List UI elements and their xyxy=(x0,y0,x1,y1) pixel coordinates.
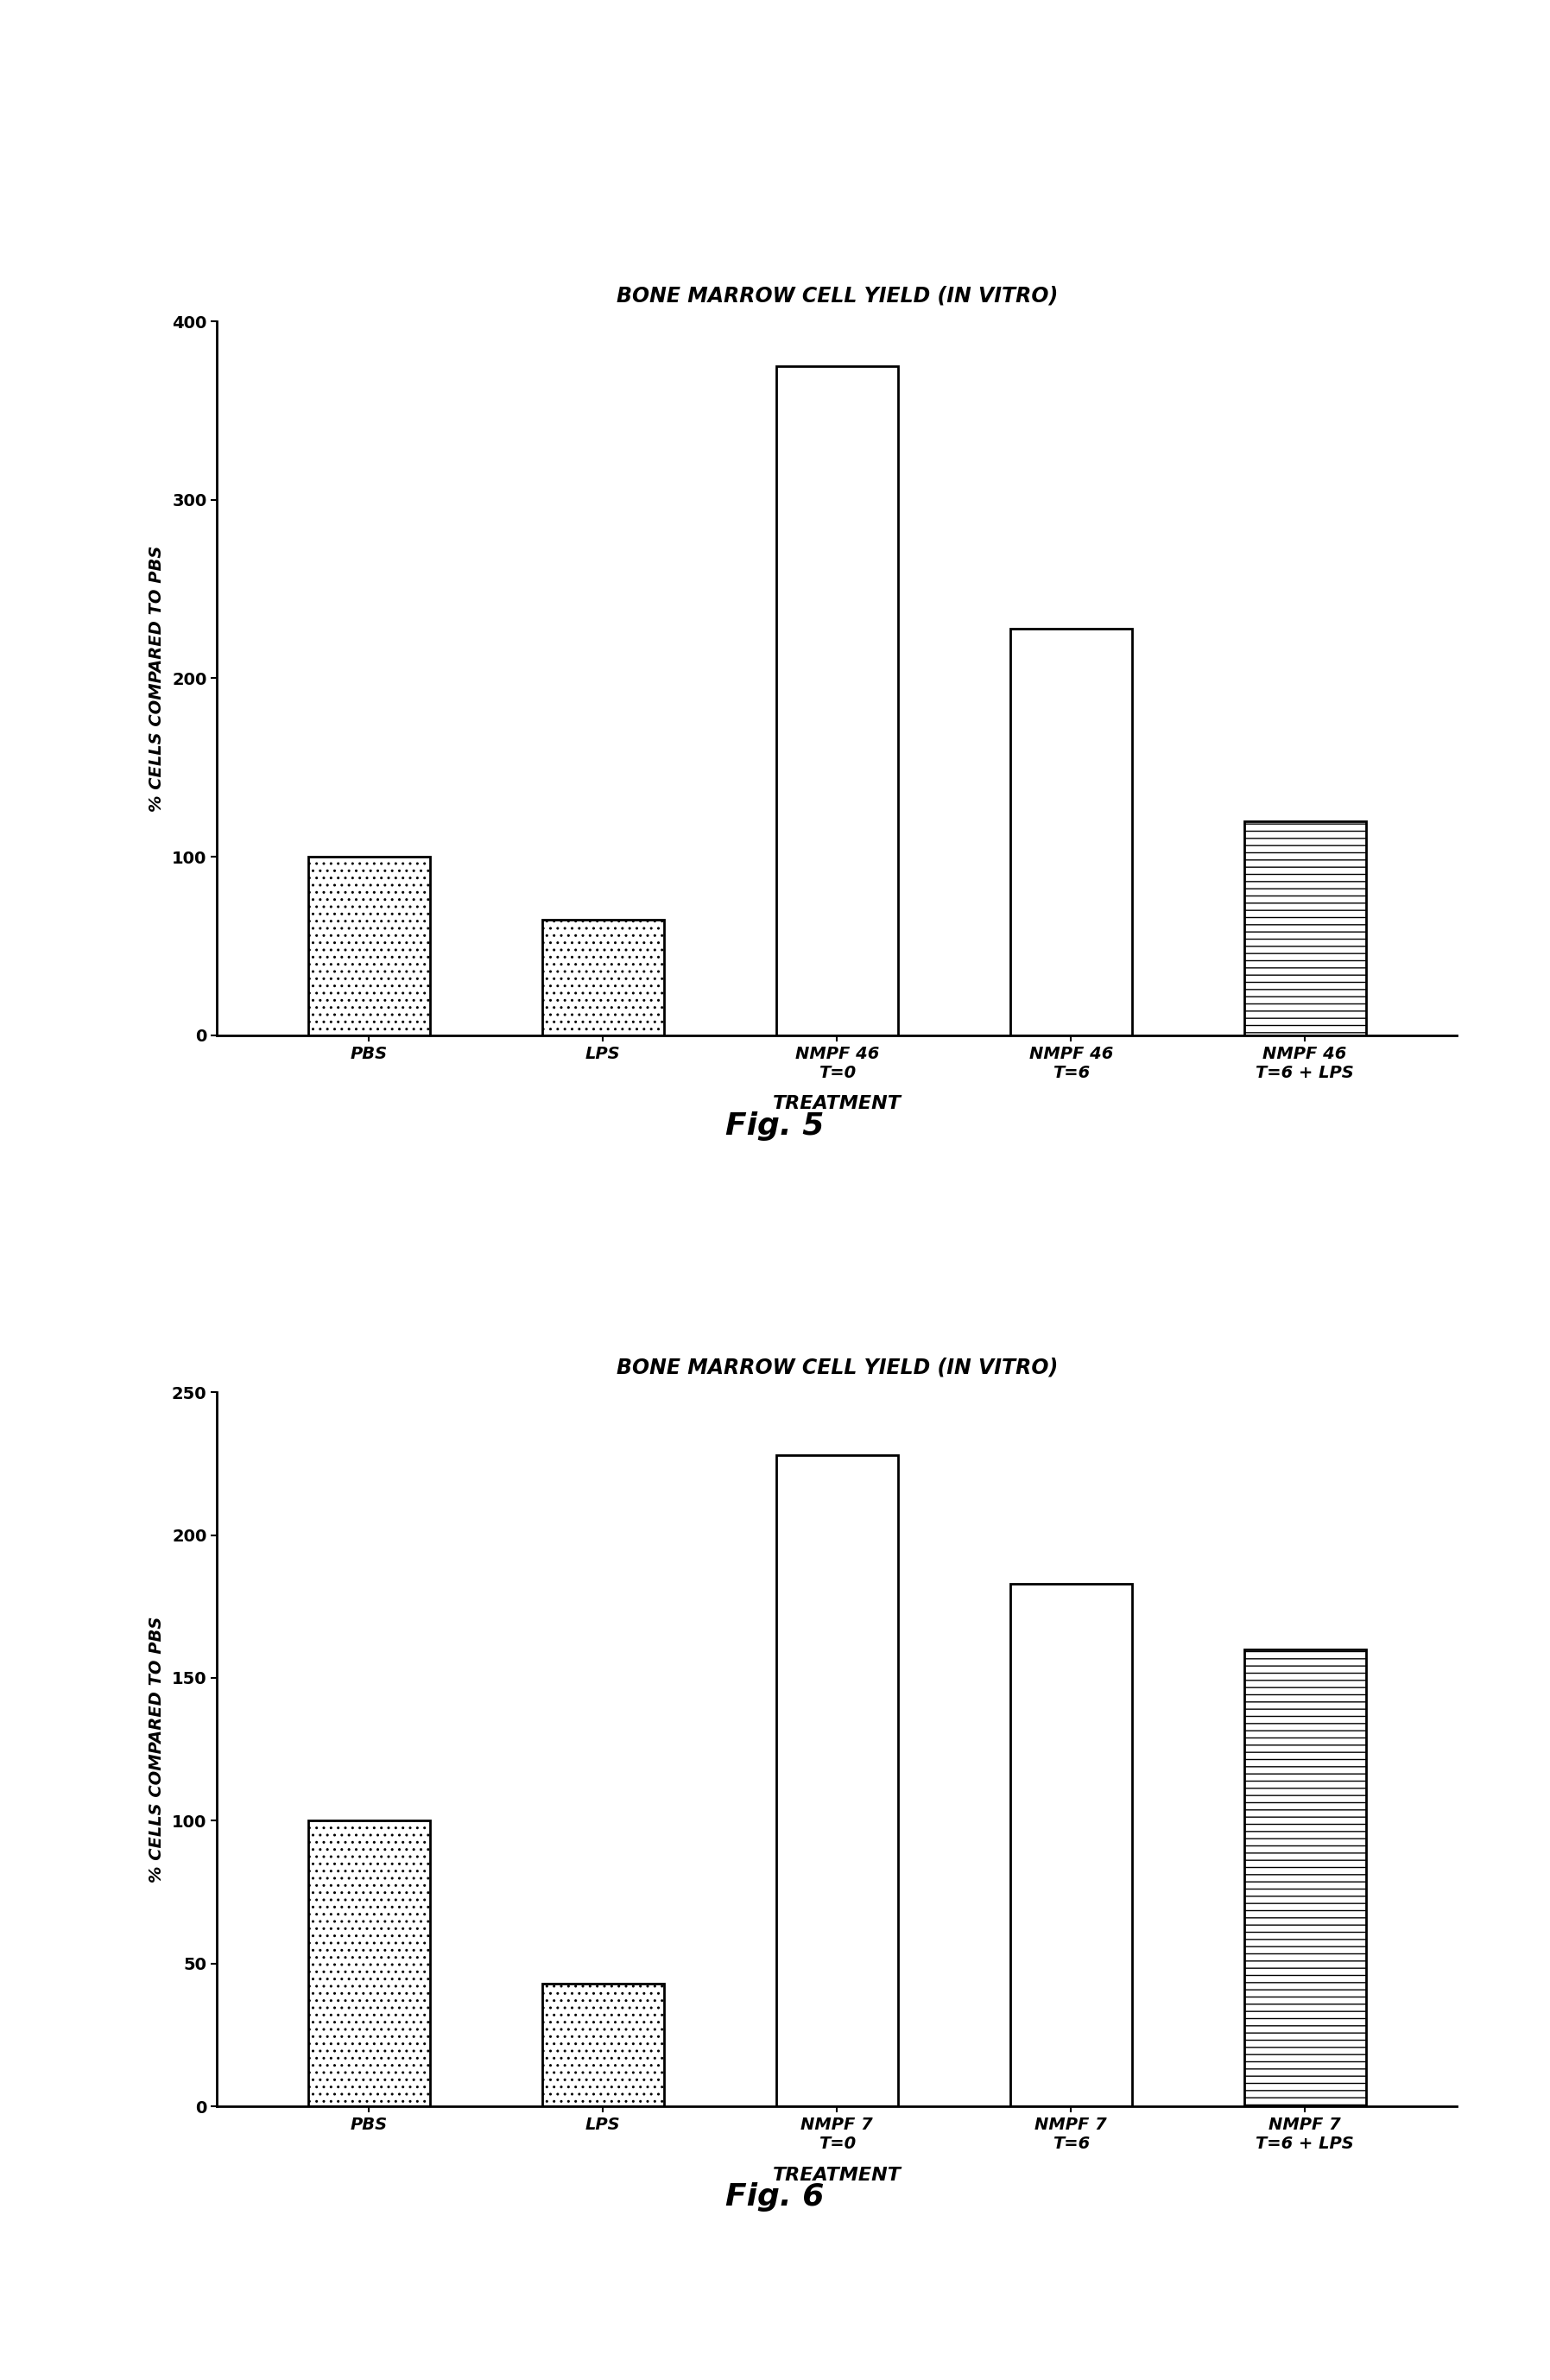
Y-axis label: % CELLS COMPARED TO PBS: % CELLS COMPARED TO PBS xyxy=(149,1616,164,1883)
X-axis label: TREATMENT: TREATMENT xyxy=(773,2166,901,2182)
Y-axis label: % CELLS COMPARED TO PBS: % CELLS COMPARED TO PBS xyxy=(149,545,164,812)
Bar xyxy=(1011,628,1132,1035)
Bar xyxy=(542,919,663,1035)
X-axis label: TREATMENT: TREATMENT xyxy=(773,1095,901,1111)
Text: Fig. 5: Fig. 5 xyxy=(725,1111,825,1140)
Bar xyxy=(1245,821,1366,1035)
Bar xyxy=(542,1983,663,2106)
Bar xyxy=(777,1454,897,2106)
Title: BONE MARROW CELL YIELD (IN VITRO): BONE MARROW CELL YIELD (IN VITRO) xyxy=(617,1357,1057,1378)
Text: Fig. 6: Fig. 6 xyxy=(725,2182,825,2211)
Bar xyxy=(777,367,897,1035)
Title: BONE MARROW CELL YIELD (IN VITRO): BONE MARROW CELL YIELD (IN VITRO) xyxy=(617,286,1057,307)
Bar xyxy=(308,1821,429,2106)
Bar xyxy=(1011,1583,1132,2106)
Bar xyxy=(1245,1649,1366,2106)
Bar xyxy=(308,857,429,1035)
